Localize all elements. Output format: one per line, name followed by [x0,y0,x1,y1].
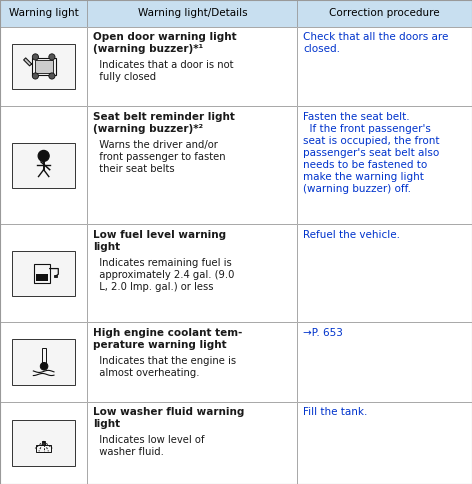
Bar [297,0,472,27]
Bar [0,27,87,106]
Bar [297,225,472,322]
Polygon shape [24,58,32,66]
Text: High engine coolant tem-
perature warning light: High engine coolant tem- perature warnin… [93,328,243,349]
Circle shape [32,54,39,60]
Bar [297,402,472,484]
Bar [36,274,48,281]
Text: Fasten the seat belt.
  If the front passenger's
seat is occupied, the front
pas: Fasten the seat belt. If the front passe… [303,112,440,194]
Text: Seat belt reminder light
(warning buzzer)*²: Seat belt reminder light (warning buzzer… [93,112,235,134]
Text: Check that all the doors are
closed.: Check that all the doors are closed. [303,32,449,54]
Bar [0,322,87,402]
Bar [87,322,297,402]
Bar [297,402,472,484]
Bar [12,143,75,188]
Bar [87,27,297,106]
Bar [297,225,472,322]
Text: Correction procedure: Correction procedure [329,8,440,18]
Text: Warning light: Warning light [9,8,78,18]
Bar [87,322,297,402]
Bar [0,225,87,322]
Bar [87,225,297,322]
Bar [0,322,87,402]
Bar [12,251,75,296]
Bar [297,27,472,106]
Bar [297,322,472,402]
Bar [0,106,87,225]
Bar [34,264,50,283]
Bar [12,420,75,466]
Bar [87,106,297,225]
Text: Indicates that the engine is
  almost overheating.: Indicates that the engine is almost over… [93,356,236,378]
Text: Refuel the vehicle.: Refuel the vehicle. [303,230,400,240]
Bar [87,106,297,225]
Bar [54,275,58,277]
Bar [87,0,297,27]
Text: →P. 653: →P. 653 [303,328,343,338]
Text: Open door warning light
(warning buzzer)*¹: Open door warning light (warning buzzer)… [93,32,237,54]
Bar [297,106,472,225]
Bar [297,322,472,402]
Text: Fill the tank.: Fill the tank. [303,407,368,417]
Bar [0,402,87,484]
Circle shape [49,54,55,60]
Bar [297,0,472,27]
Bar [87,27,297,106]
Bar [0,225,87,322]
Bar [32,58,56,75]
Bar [87,225,297,322]
Bar [87,402,297,484]
Text: Indicates that a door is not
  fully closed: Indicates that a door is not fully close… [93,60,234,82]
Bar [35,60,52,73]
Circle shape [49,73,55,79]
Bar [87,402,297,484]
Bar [297,106,472,225]
Bar [0,0,87,27]
Bar [87,0,297,27]
Text: Warns the driver and/or
  front passenger to fasten
  their seat belts: Warns the driver and/or front passenger … [93,140,226,174]
Bar [12,339,75,385]
Text: Indicates remaining fuel is
  approximately 2.4 gal. (9.0
  L, 2.0 Imp. gal.) or: Indicates remaining fuel is approximatel… [93,258,235,292]
Bar [297,27,472,106]
Text: Warning light/Details: Warning light/Details [137,8,247,18]
Bar [36,445,51,453]
Circle shape [38,151,49,162]
Bar [0,0,87,27]
Bar [0,402,87,484]
Bar [0,106,87,225]
Text: Indicates low level of
  washer fluid.: Indicates low level of washer fluid. [93,436,205,457]
Text: Low washer fluid warning
light: Low washer fluid warning light [93,407,244,429]
Circle shape [40,363,48,370]
Circle shape [32,73,39,79]
Text: Low fuel level warning
light: Low fuel level warning light [93,230,227,252]
Bar [42,348,46,363]
Bar [0,27,87,106]
Bar [42,441,45,445]
Bar [12,44,75,89]
